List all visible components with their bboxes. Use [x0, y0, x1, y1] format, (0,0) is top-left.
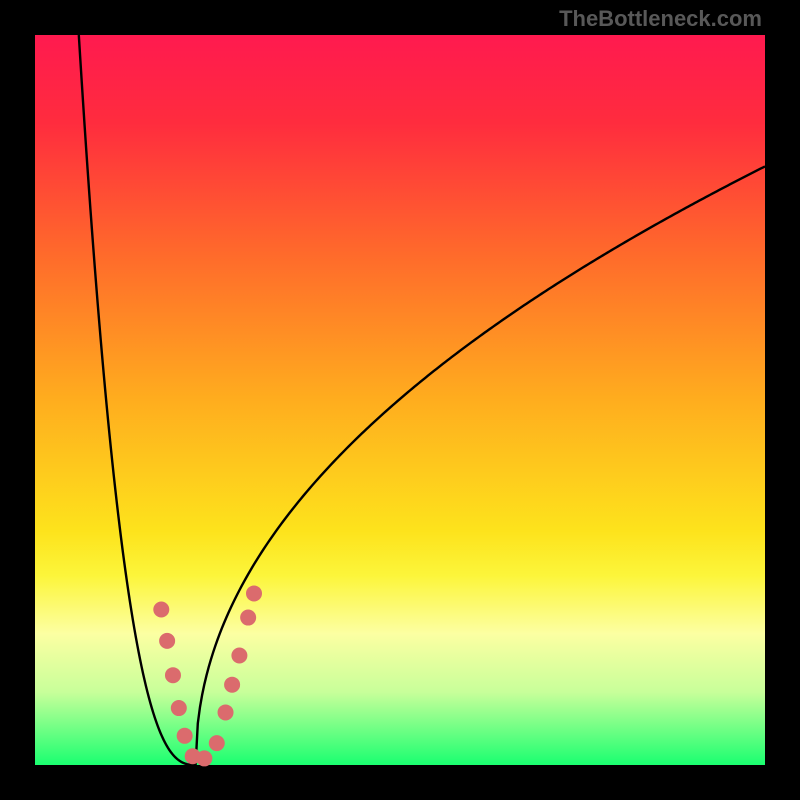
data-marker — [196, 750, 212, 766]
data-marker — [209, 735, 225, 751]
chart-frame: TheBottleneck.com — [0, 0, 800, 800]
data-marker — [159, 633, 175, 649]
data-marker — [240, 610, 256, 626]
data-marker — [171, 700, 187, 716]
data-marker — [246, 585, 262, 601]
data-marker — [153, 602, 169, 618]
data-marker — [224, 677, 240, 693]
chart-svg — [35, 35, 765, 765]
plot-area — [35, 35, 765, 765]
data-marker — [231, 648, 247, 664]
curve-path — [79, 35, 765, 765]
data-marker — [165, 667, 181, 683]
data-marker — [177, 728, 193, 744]
marker-group — [153, 585, 262, 766]
data-marker — [218, 704, 234, 720]
watermark-text: TheBottleneck.com — [559, 6, 762, 32]
